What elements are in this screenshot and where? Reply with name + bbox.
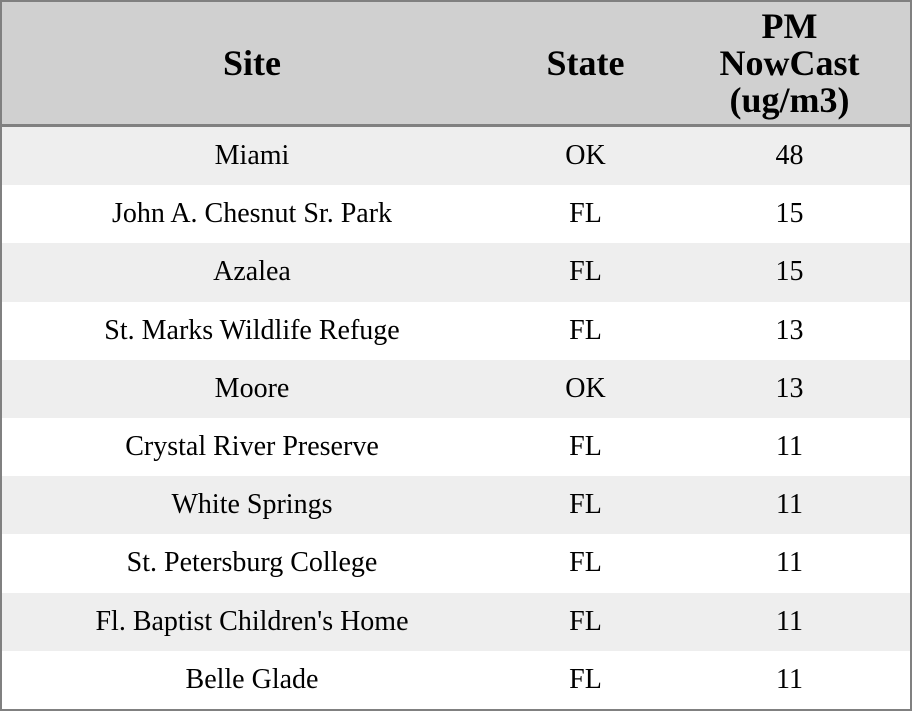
- state-cell: FL: [502, 476, 669, 535]
- table-row: Crystal River Preserve FL 11: [2, 417, 910, 477]
- site-cell: Belle Glade: [2, 650, 502, 709]
- table-row: John A. Chesnut Sr. Park FL 15: [2, 185, 910, 244]
- column-header-pm-nowcast: PM NowCast (ug/m3): [669, 2, 910, 127]
- pm-nowcast-cell: 15: [669, 243, 910, 302]
- column-header-site-label: Site: [223, 42, 281, 83]
- table-row: St. Petersburg College FL 11: [2, 534, 910, 593]
- pm-nowcast-cell: 11: [669, 534, 910, 593]
- state-cell: OK: [502, 127, 669, 186]
- site-cell: Moore: [2, 359, 502, 418]
- site-cell: Fl. Baptist Children's Home: [2, 592, 502, 651]
- state-cell: FL: [502, 534, 669, 593]
- state-cell: FL: [502, 185, 669, 244]
- state-cell: FL: [502, 301, 669, 360]
- table-row: Fl. Baptist Children's Home FL 11: [2, 592, 910, 651]
- table-row: Azalea FL 15: [2, 243, 910, 302]
- site-cell: Miami: [2, 127, 502, 186]
- pm-nowcast-cell: 11: [669, 592, 910, 651]
- table-row: White Springs FL 11: [2, 476, 910, 535]
- column-header-state: State: [502, 2, 669, 127]
- pm-nowcast-cell: 11: [669, 476, 910, 535]
- site-cell: St. Petersburg College: [2, 534, 502, 593]
- column-header-state-label: State: [546, 42, 625, 83]
- pm-nowcast-cell: 13: [669, 301, 910, 360]
- state-cell: FL: [502, 243, 669, 302]
- table-row: Miami OK 48: [2, 127, 910, 186]
- pm-nowcast-cell: 48: [669, 127, 910, 186]
- state-cell: OK: [502, 359, 669, 418]
- table-row: Belle Glade FL 11: [2, 650, 910, 709]
- state-cell: FL: [502, 417, 669, 477]
- column-header-site: Site: [2, 2, 502, 127]
- pm-nowcast-cell: 13: [669, 359, 910, 418]
- table-body: Miami OK 48 John A. Chesnut Sr. Park FL 15 Aza…: [2, 127, 910, 709]
- table-row: St. Marks Wildlife Refuge FL 13: [2, 301, 910, 360]
- site-cell: Crystal River Preserve: [2, 417, 502, 477]
- state-cell: FL: [502, 650, 669, 709]
- pm-nowcast-cell: 15: [669, 185, 910, 244]
- table-row: Moore OK 13: [2, 359, 910, 418]
- site-cell: St. Marks Wildlife Refuge: [2, 301, 502, 360]
- site-cell: Azalea: [2, 243, 502, 302]
- site-cell: White Springs: [2, 476, 502, 535]
- pm-nowcast-cell: 11: [669, 417, 910, 477]
- header-row: Site State PM NowCast (ug/m3): [2, 2, 910, 127]
- state-cell: FL: [502, 592, 669, 651]
- pm-nowcast-cell: 11: [669, 650, 910, 709]
- site-cell: John A. Chesnut Sr. Park: [2, 185, 502, 244]
- column-header-pm-nowcast-label: PM NowCast (ug/m3): [719, 5, 860, 120]
